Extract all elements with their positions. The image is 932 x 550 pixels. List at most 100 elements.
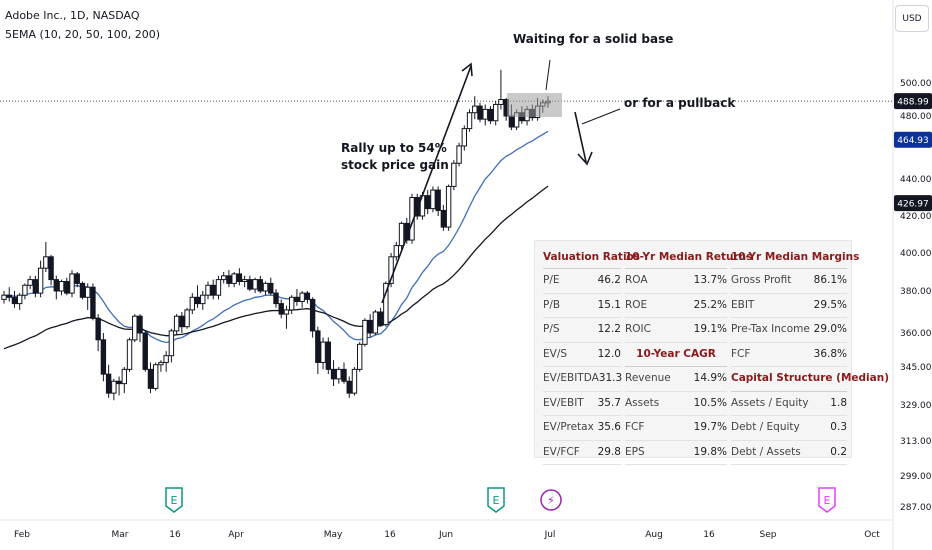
base-zone <box>507 93 562 117</box>
candle-body-up <box>482 108 488 120</box>
capital-header: Capital Structure (Median) <box>731 367 889 392</box>
row-value: 12.0 <box>597 347 621 360</box>
rally-arrow <box>381 65 472 304</box>
candle-body-up <box>472 105 478 114</box>
candle <box>215 275 222 300</box>
candle-body-down <box>508 115 515 128</box>
returns-header: 10-Yr Median Returns <box>625 247 752 269</box>
candle-body-down <box>346 380 352 394</box>
y-tick-label: 313.00 <box>900 437 932 447</box>
price-label: 488.99 <box>894 93 932 110</box>
candle-body-up <box>320 341 326 363</box>
candle <box>252 277 258 294</box>
candle-body-up <box>215 279 222 296</box>
row-label: Debt / Assets <box>731 445 801 458</box>
event-label: ⚡ <box>547 494 555 507</box>
candle-body-down <box>435 189 441 211</box>
candle <box>393 241 400 261</box>
table-row: P/S 12.2 <box>543 318 621 343</box>
candle <box>74 272 80 288</box>
candle-body-up <box>241 279 248 283</box>
candle <box>58 279 65 296</box>
table-row: P/E 46.2 <box>543 269 621 294</box>
candle <box>69 270 75 298</box>
candle-body-up <box>231 273 237 284</box>
candle-body-up <box>398 222 405 247</box>
pullback-arrow-head <box>577 151 593 166</box>
candle <box>461 125 468 151</box>
candle <box>273 289 279 308</box>
candle-body-up <box>58 281 65 292</box>
currency-button[interactable]: USD <box>895 5 929 32</box>
candle-body-down <box>304 292 311 300</box>
candle <box>105 364 112 398</box>
candle-body-up <box>466 112 473 130</box>
price-label: 426.97 <box>894 195 932 212</box>
indicator-legend[interactable]: 5EMA (10, 20, 50, 100, 200) <box>5 28 160 41</box>
candle-body-down <box>477 105 483 120</box>
event-label: E <box>824 494 831 507</box>
row-value: 12.2 <box>597 323 621 335</box>
dividend-marker[interactable]: ⚡ <box>540 489 562 511</box>
candle-body-down <box>341 368 347 382</box>
candle <box>48 254 54 286</box>
candle <box>6 287 12 302</box>
candle <box>100 333 107 382</box>
candle <box>194 285 201 308</box>
earnings-marker[interactable]: E <box>487 487 505 513</box>
price-label-text: 488.99 <box>897 98 929 108</box>
pullback-pointer-line <box>581 108 621 125</box>
candle-body-down <box>48 256 54 281</box>
candle-body-down <box>90 286 96 319</box>
earnings-marker[interactable]: E <box>818 487 836 513</box>
candle <box>200 291 206 310</box>
row-value: 31.3 <box>598 372 623 384</box>
candle-body-up <box>356 343 363 370</box>
candle <box>492 101 499 126</box>
row-label: Revenue <box>625 372 671 384</box>
candle-body-down <box>64 281 70 294</box>
candle <box>377 307 384 327</box>
candle-body-down <box>414 197 420 217</box>
row-label: EV/S <box>543 347 568 360</box>
candle <box>440 204 447 231</box>
candle-body-up <box>252 279 258 290</box>
candle <box>168 328 175 363</box>
candle <box>220 272 227 284</box>
row-value: 15.1 <box>597 298 621 311</box>
candle-body-up <box>173 315 180 332</box>
candle-body-down <box>137 315 143 334</box>
row-value: 14.9% <box>693 372 727 384</box>
candle-body-up <box>158 361 164 366</box>
row-label: P/E <box>543 274 560 286</box>
earnings-icon <box>165 487 183 513</box>
row-label: P/S <box>543 323 560 335</box>
candle <box>27 275 33 290</box>
price-label-box <box>894 93 932 110</box>
price-label-text: 426.97 <box>897 200 929 210</box>
table-row: Debt / Assets 0.2 <box>731 441 847 465</box>
candle-body-up <box>492 103 499 122</box>
earnings-icon <box>818 487 836 513</box>
candle <box>330 360 337 386</box>
y-tick-label: 400.00 <box>900 249 932 259</box>
candle <box>257 275 264 294</box>
candle <box>173 314 180 336</box>
candle-body-down <box>32 279 39 294</box>
candle <box>37 260 44 298</box>
y-tick-label: 440.00 <box>900 175 932 185</box>
pullback-annotation: or for a pullback <box>624 96 736 110</box>
row-value: 36.8% <box>813 347 847 360</box>
earnings-icon <box>487 487 505 513</box>
candle-body-up <box>37 267 44 294</box>
row-value: 35.6 <box>597 421 621 433</box>
row-label: Debt / Equity <box>731 421 800 433</box>
candle-body-up <box>220 275 227 281</box>
x-tick-label: Jun <box>438 530 453 540</box>
earnings-marker[interactable]: E <box>165 487 183 513</box>
price-label: 464.93 <box>894 131 932 148</box>
y-tick-label: 299.00 <box>900 472 932 482</box>
row-label: EV/FCF <box>543 445 580 458</box>
candle-body-up <box>456 145 462 164</box>
